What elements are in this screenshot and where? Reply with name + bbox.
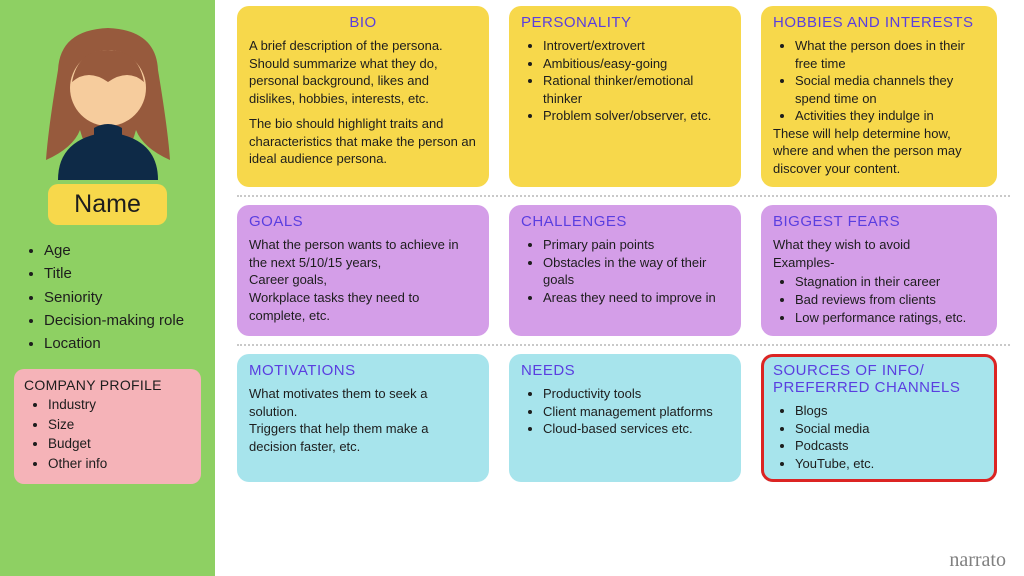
personality-item: Problem solver/observer, etc.: [543, 107, 729, 125]
challenges-item: Primary pain points: [543, 236, 729, 254]
challenges-item: Obstacles in the way of their goals: [543, 254, 729, 289]
card-row: BIO A brief description of the persona. S…: [237, 6, 1010, 187]
hobbies-trailer: These will help determine how, where and…: [773, 125, 985, 178]
sources-item: Social media: [795, 420, 985, 438]
avatar: [28, 10, 188, 180]
company-profile-title: COMPANY PROFILE: [24, 377, 191, 393]
fears-list: Stagnation in their careerBad reviews fr…: [773, 273, 985, 326]
company-profile-item: Budget: [48, 434, 191, 454]
hobbies-item: What the person does in their free time: [795, 37, 985, 72]
avatar-icon: [28, 10, 188, 180]
brand-logo: narrato: [949, 549, 1006, 572]
personality-card: PERSONALITY Introvert/extrovertAmbitious/…: [509, 6, 741, 187]
company-profile-item: Size: [48, 415, 191, 435]
sidebar: Name AgeTitleSeniorityDecision-making ro…: [0, 0, 215, 576]
personality-item: Rational thinker/emotional thinker: [543, 72, 729, 107]
main: BIO A brief description of the persona. S…: [215, 0, 1024, 576]
goals-card: GOALS What the person wants to achieve in…: [237, 205, 489, 336]
name-label: Name: [74, 190, 141, 218]
bio-paragraph: A brief description of the persona. Shou…: [249, 37, 477, 107]
bio-title: BIO: [249, 14, 477, 31]
motivations-paragraph: What motivates them to seek a solution. …: [249, 385, 477, 455]
fears-lead: What they wish to avoid Examples-: [773, 236, 985, 271]
goals-title: GOALS: [249, 213, 477, 230]
personality-title: PERSONALITY: [521, 14, 729, 31]
row-divider: [237, 195, 1010, 197]
motivations-title: MOTIVATIONS: [249, 362, 477, 379]
hobbies-item: Activities they indulge in: [795, 107, 985, 125]
fears-card: BIGGEST FEARS What they wish to avoid Exa…: [761, 205, 997, 336]
hobbies-item: Social media channels they spend time on: [795, 72, 985, 107]
sources-title: SOURCES OF INFO/ PREFERRED CHANNELS: [773, 362, 985, 396]
sources-card: SOURCES OF INFO/ PREFERRED CHANNELS Blogs…: [761, 354, 997, 482]
fears-item: Bad reviews from clients: [795, 291, 985, 309]
needs-card: NEEDS Productivity toolsClient management…: [509, 354, 741, 482]
fears-title: BIGGEST FEARS: [773, 213, 985, 230]
sources-list: BlogsSocial mediaPodcastsYouTube, etc.: [773, 402, 985, 472]
card-row: MOTIVATIONS What motivates them to seek a…: [237, 354, 1010, 482]
needs-item: Cloud-based services etc.: [543, 420, 729, 438]
needs-title: NEEDS: [521, 362, 729, 379]
challenges-card: CHALLENGES Primary pain pointsObstacles i…: [509, 205, 741, 336]
fears-item: Stagnation in their career: [795, 273, 985, 291]
goals-paragraph: What the person wants to achieve in the …: [249, 236, 477, 324]
persona-attribute-item: Age: [44, 239, 201, 262]
hobbies-title: HOBBIES AND INTERESTS: [773, 14, 985, 31]
row-divider: [237, 344, 1010, 346]
personality-item: Introvert/extrovert: [543, 37, 729, 55]
page: Name AgeTitleSeniorityDecision-making ro…: [0, 0, 1024, 576]
company-profile-list: IndustrySizeBudgetOther info: [24, 395, 191, 473]
personality-item: Ambitious/easy-going: [543, 55, 729, 73]
sources-item: YouTube, etc.: [795, 455, 985, 473]
company-profile-card: COMPANY PROFILE IndustrySizeBudgetOther …: [14, 369, 201, 483]
sources-item: Podcasts: [795, 437, 985, 455]
personality-list: Introvert/extrovertAmbitious/easy-goingR…: [521, 37, 729, 125]
needs-item: Client management platforms: [543, 403, 729, 421]
bio-card: BIO A brief description of the persona. S…: [237, 6, 489, 187]
fears-item: Low performance ratings, etc.: [795, 309, 985, 327]
challenges-title: CHALLENGES: [521, 213, 729, 230]
needs-item: Productivity tools: [543, 385, 729, 403]
bio-paragraph: The bio should highlight traits and char…: [249, 115, 477, 168]
persona-attribute-item: Title: [44, 262, 201, 285]
persona-attributes: AgeTitleSeniorityDecision-making roleLoc…: [14, 239, 201, 355]
persona-attribute-item: Decision-making role: [44, 309, 201, 332]
company-profile-item: Other info: [48, 454, 191, 474]
hobbies-card: HOBBIES AND INTERESTS What the person doe…: [761, 6, 997, 187]
sources-item: Blogs: [795, 402, 985, 420]
motivations-card: MOTIVATIONS What motivates them to seek a…: [237, 354, 489, 482]
challenges-list: Primary pain pointsObstacles in the way …: [521, 236, 729, 306]
persona-attribute-item: Location: [44, 332, 201, 355]
challenges-item: Areas they need to improve in: [543, 289, 729, 307]
needs-list: Productivity toolsClient management plat…: [521, 385, 729, 438]
name-chip: Name: [48, 184, 167, 225]
card-row: GOALS What the person wants to achieve in…: [237, 205, 1010, 336]
company-profile-item: Industry: [48, 395, 191, 415]
persona-attribute-item: Seniority: [44, 286, 201, 309]
hobbies-list: What the person does in their free timeS…: [773, 37, 985, 125]
